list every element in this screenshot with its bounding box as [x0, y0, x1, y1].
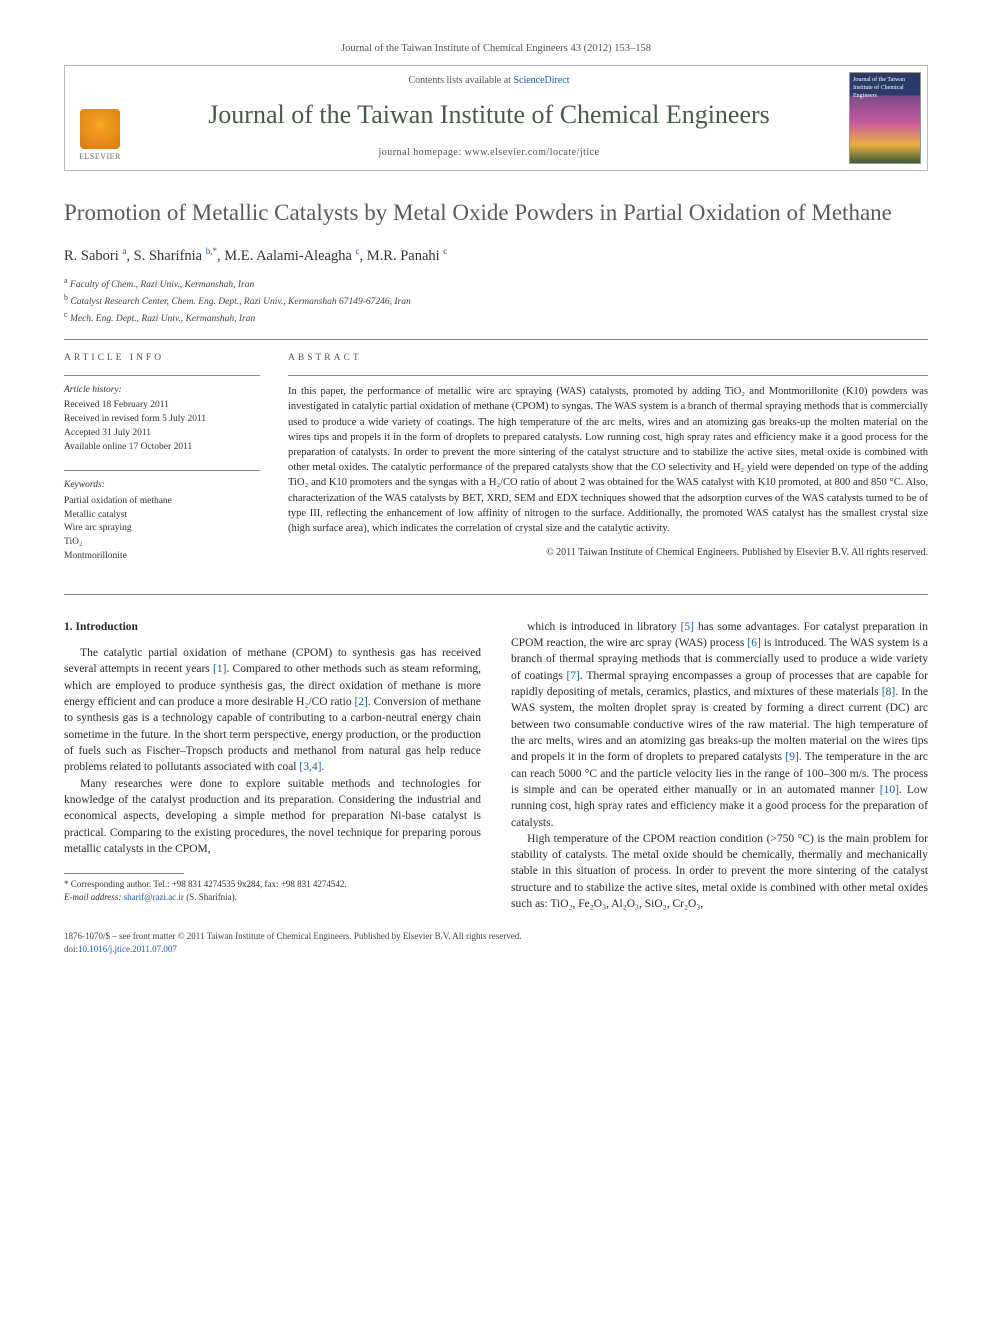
abstract-text: In this paper, the performance of metall… — [288, 384, 928, 536]
citation-ref[interactable]: [2] — [354, 696, 367, 708]
divider — [288, 375, 928, 376]
affiliations: a Faculty of Chem., Razi Univ., Kermansh… — [64, 275, 928, 327]
email-who: (S. Sharifnia). — [184, 892, 237, 902]
sciencedirect-link[interactable]: ScienceDirect — [513, 75, 569, 86]
article-history: Article history: Received 18 February 20… — [64, 384, 260, 454]
history-line: Accepted 31 July 2011 — [64, 427, 260, 441]
running-citation: Journal of the Taiwan Institute of Chemi… — [64, 42, 928, 57]
page: Journal of the Taiwan Institute of Chemi… — [0, 0, 992, 986]
citation-ref[interactable]: [3,4] — [299, 761, 321, 773]
body-paragraph: which is introduced in libratory [5] has… — [511, 619, 928, 831]
body-paragraph: High temperature of the CPOM reaction co… — [511, 831, 928, 913]
elsevier-logo-icon: ELSEVIER — [72, 98, 128, 162]
doi-label: doi: — [64, 944, 78, 954]
homepage-prefix: journal homepage: — [378, 147, 464, 158]
keyword: Partial oxidation of methane — [64, 495, 260, 509]
keyword: Wire arc spraying — [64, 522, 260, 536]
citation-ref[interactable]: [7] — [566, 670, 579, 682]
divider — [64, 470, 260, 471]
history-line: Received in revised form 5 July 2011 — [64, 413, 260, 427]
footnote-separator — [64, 873, 184, 874]
abstract-copyright: © 2011 Taiwan Institute of Chemical Engi… — [288, 546, 928, 560]
author-list: R. Sabori a, S. Sharifnia b,*, M.E. Aala… — [64, 245, 928, 266]
publisher-name: ELSEVIER — [79, 151, 121, 162]
divider — [64, 594, 928, 595]
cover-thumb-cell: Journal of the Taiwan Institute of Chemi… — [843, 66, 927, 170]
corr-author-line: * Corresponding author. Tel.: +98 831 42… — [64, 878, 481, 891]
homepage-line: journal homepage: www.elsevier.com/locat… — [141, 146, 837, 160]
homepage-url[interactable]: www.elsevier.com/locate/jtice — [465, 147, 600, 158]
contents-line: Contents lists available at ScienceDirec… — [141, 74, 837, 88]
affiliation-a: a Faculty of Chem., Razi Univ., Kermansh… — [64, 275, 928, 292]
article-title: Promotion of Metallic Catalysts by Metal… — [64, 199, 928, 228]
publisher-logo-cell: ELSEVIER — [65, 66, 135, 170]
doi-link[interactable]: 10.1016/j.jtice.2011.07.007 — [78, 944, 177, 954]
page-footer: 1876-1070/$ – see front matter © 2011 Ta… — [64, 930, 928, 955]
affiliation-b: b Catalyst Research Center, Chem. Eng. D… — [64, 292, 928, 309]
body-columns: 1. Introduction The catalytic partial ox… — [64, 619, 928, 913]
abstract-heading: ABSTRACT — [288, 352, 928, 365]
doi-line: doi:10.1016/j.jtice.2011.07.007 — [64, 943, 928, 956]
section-heading: 1. Introduction — [64, 619, 481, 635]
history-label: Article history: — [64, 384, 260, 397]
history-line: Available online 17 October 2011 — [64, 441, 260, 455]
keywords-label: Keywords: — [64, 479, 260, 492]
affiliation-c: c Mech. Eng. Dept., Razi Univ., Kermansh… — [64, 309, 928, 326]
citation-ref[interactable]: [9] — [785, 751, 798, 763]
masthead-center: Contents lists available at ScienceDirec… — [135, 66, 843, 170]
keyword: TiO₂ — [64, 536, 260, 550]
citation-ref[interactable]: [10] — [880, 784, 899, 796]
article-info-column: ARTICLE INFO Article history: Received 1… — [64, 352, 260, 580]
front-matter-line: 1876-1070/$ – see front matter © 2011 Ta… — [64, 930, 928, 943]
journal-masthead: ELSEVIER Contents lists available at Sci… — [64, 65, 928, 171]
keyword: Montmorillonite — [64, 550, 260, 564]
abstract-column: ABSTRACT In this paper, the performance … — [288, 352, 928, 580]
email-label: E-mail address: — [64, 892, 124, 902]
citation-ref[interactable]: [1] — [213, 663, 226, 675]
citation-ref[interactable]: [6] — [747, 637, 760, 649]
corr-email-line: E-mail address: sharif@razi.ac.ir (S. Sh… — [64, 891, 481, 904]
journal-cover-icon: Journal of the Taiwan Institute of Chemi… — [849, 72, 921, 164]
journal-name: Journal of the Taiwan Institute of Chemi… — [141, 97, 837, 133]
info-abstract-row: ARTICLE INFO Article history: Received 1… — [64, 340, 928, 594]
body-paragraph: The catalytic partial oxidation of metha… — [64, 645, 481, 776]
divider — [64, 375, 260, 376]
email-link[interactable]: sharif@razi.ac.ir — [124, 892, 184, 902]
citation-ref[interactable]: [5] — [681, 621, 694, 633]
keyword: Metallic catalyst — [64, 509, 260, 523]
cover-label: Journal of the Taiwan Institute of Chemi… — [853, 77, 905, 100]
keywords-block: Keywords: Partial oxidation of methaneMe… — [64, 479, 260, 563]
citation-ref[interactable]: [8] — [882, 686, 895, 698]
body-paragraph: Many researches were done to explore sui… — [64, 776, 481, 858]
history-line: Received 18 February 2011 — [64, 399, 260, 413]
contents-prefix: Contents lists available at — [408, 75, 513, 86]
article-info-heading: ARTICLE INFO — [64, 352, 260, 365]
corresponding-footnote: * Corresponding author. Tel.: +98 831 42… — [64, 878, 481, 903]
